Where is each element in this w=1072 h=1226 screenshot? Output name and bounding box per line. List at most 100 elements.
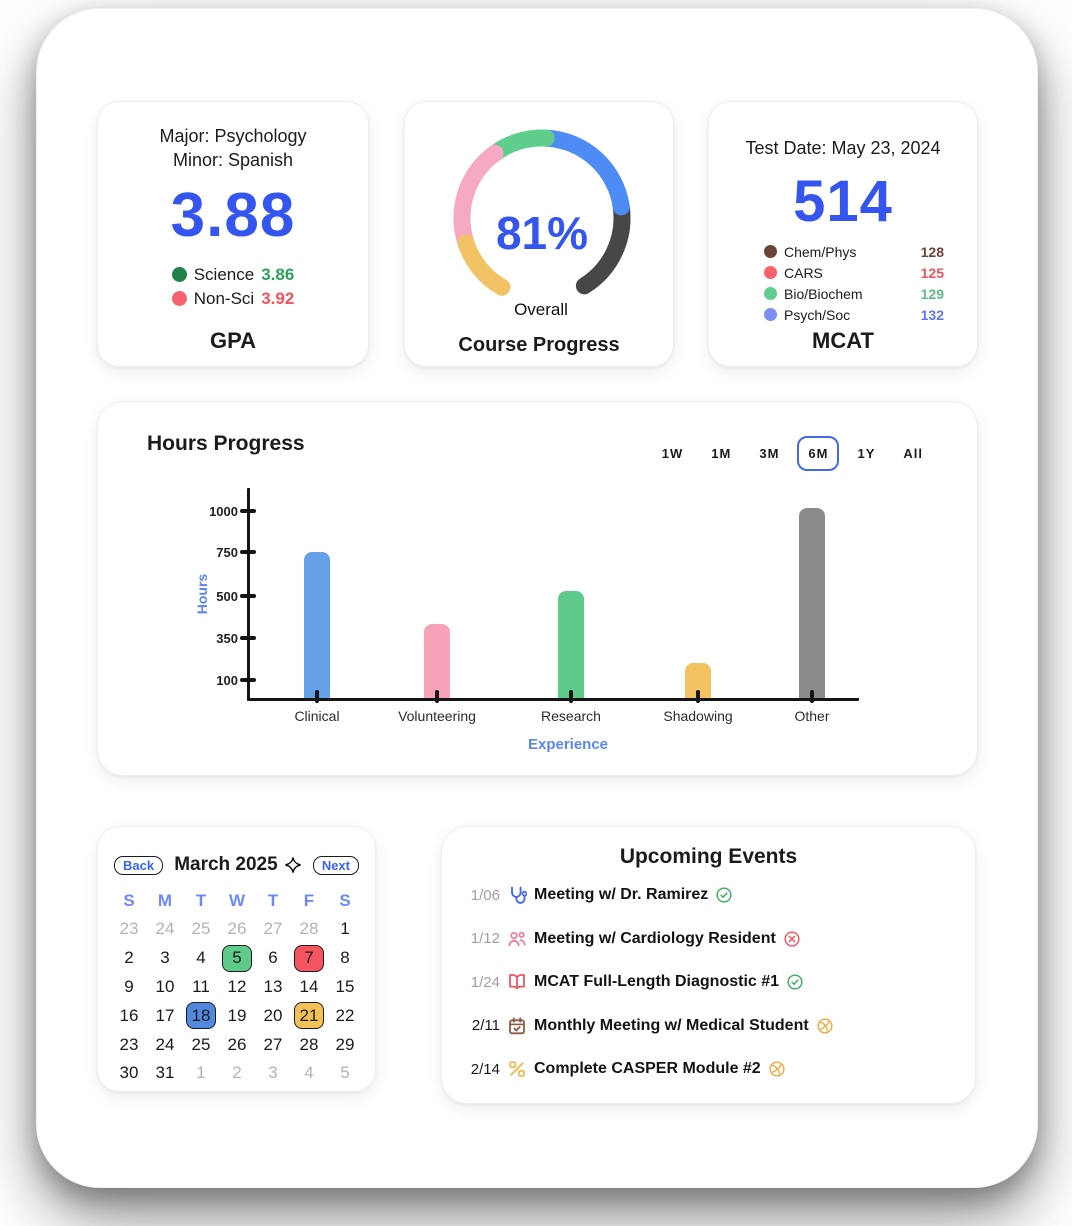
gpa-legend-label: Non-Sci (193, 288, 255, 308)
y-axis-tick (240, 549, 256, 554)
calendar-day-2[interactable]: 2 (124, 948, 134, 968)
calendar-day-header: T (195, 891, 207, 910)
gpa-major: Major: Psychology (159, 126, 307, 146)
filter-1w[interactable]: 1W (661, 446, 684, 461)
mcat-section-list: Chem/Phys 128 CARS 125 Bio/Biochem 129 Psych/S… (764, 241, 944, 325)
gpa-legend-row: Non-Sci 3.92 (171, 288, 295, 309)
calendar-day-3[interactable]: 3 (268, 1063, 278, 1083)
calendar-day-6[interactable]: 6 (268, 948, 278, 968)
event-row[interactable]: 1/12 Meeting w/ Cardiology Resident (464, 927, 957, 951)
calendar-day-18[interactable]: 18 (183, 1001, 219, 1030)
filter-1m[interactable]: 1M (711, 446, 732, 461)
calendar-day-13[interactable]: 13 (263, 976, 283, 996)
calendar-day-30[interactable]: 30 (119, 1063, 139, 1083)
gpa-legend-value: 3.92 (261, 288, 295, 308)
calendar-back-button[interactable]: Back (114, 855, 164, 875)
calendar-day-27[interactable]: 27 (263, 919, 283, 939)
calendar-day-15[interactable]: 15 (335, 976, 355, 996)
bar-volunteering (424, 624, 450, 698)
x-axis-tick (696, 690, 700, 703)
calendar-day-8[interactable]: 8 (340, 948, 350, 968)
bar-research (558, 590, 584, 698)
calendar-day-24[interactable]: 24 (155, 919, 175, 939)
event-date: 2/14 (470, 1060, 500, 1078)
progress-gauge: 81% (442, 118, 642, 318)
legend-dot-icon (764, 287, 777, 300)
calendar-day-5[interactable]: 5 (340, 1063, 350, 1083)
calendar-day-7[interactable]: 7 (291, 944, 327, 973)
calendar-highlight-blue: 18 (186, 1002, 216, 1030)
calendar-day-27[interactable]: 27 (263, 1034, 283, 1054)
gpa-card: Major: Psychology Minor: Spanish 3.88 Sc… (97, 101, 369, 367)
bar-clinical (304, 552, 330, 698)
event-row[interactable]: 2/14 Complete CASPER Module #2 (464, 1057, 957, 1081)
calendar-day-4[interactable]: 4 (196, 948, 206, 968)
y-axis-tick-label: 1000 (209, 504, 238, 519)
calendar-day-22[interactable]: 22 (335, 1005, 355, 1025)
calendar-day-header: S (339, 891, 351, 910)
legend-dot-icon (764, 266, 777, 279)
course-progress-title: Course Progress (458, 334, 620, 356)
hours-bar-chart: 100 350 500 750 1000 Clinical Volunteering Rese… (209, 488, 859, 724)
calendar-day-9[interactable]: 9 (124, 976, 134, 996)
event-title: MCAT Full-Length Diagnostic #1 (534, 973, 780, 990)
calendar-day-25[interactable]: 25 (191, 1034, 211, 1054)
calendar-day-28[interactable]: 28 (299, 919, 319, 939)
calendar-day-20[interactable]: 20 (263, 1005, 283, 1025)
calendar-day-26[interactable]: 26 (227, 1034, 247, 1054)
event-row[interactable]: 2/11 Monthly Meeting w/ Medical Student (464, 1014, 957, 1038)
calendar-day-header: T (267, 891, 279, 910)
calendar-day-23[interactable]: 23 (119, 919, 139, 939)
segment-yellow (457, 234, 511, 296)
calendar-day-header: F (303, 891, 315, 910)
calendar-grid: 23 24 25 26 27 28 1 2 3 4 5 6 7 8 9 10 11 12 13 14 15 16 17 18 1… (111, 915, 363, 1088)
event-date: 1/24 (470, 973, 500, 991)
y-axis-tick-label: 350 (216, 631, 238, 646)
calendar-next-button[interactable]: Next (312, 855, 359, 875)
x-axis-tick (569, 690, 573, 703)
x-axis-tick (810, 690, 814, 703)
status-pending-icon (769, 1061, 785, 1077)
gpa-legend-label: Science (193, 264, 255, 284)
y-axis-tick-label: 500 (216, 589, 238, 604)
category-label-shadowing: Shadowing (663, 708, 733, 724)
calendar-day-23[interactable]: 23 (119, 1034, 139, 1054)
calendar-day-21[interactable]: 21 (291, 1001, 327, 1030)
calendar-day-11[interactable]: 11 (192, 976, 210, 996)
y-axis-tick (240, 593, 256, 598)
event-row[interactable]: 1/24 MCAT Full-Length Diagnostic #1 (464, 970, 957, 994)
x-axis-tick (315, 690, 319, 703)
course-progress-card: 81% Overall Course Progress (404, 101, 674, 367)
calendar-day-5[interactable]: 5 (219, 944, 255, 973)
calendar-day-3[interactable]: 3 (160, 948, 170, 968)
filter-6m[interactable]: 6M (797, 436, 840, 471)
calendar-day-29[interactable]: 29 (335, 1034, 355, 1054)
calendar-highlight-red: 7 (294, 944, 324, 972)
calendar-day-24[interactable]: 24 (155, 1034, 175, 1054)
calendar-day-25[interactable]: 25 (191, 919, 211, 939)
filter-3m[interactable]: 3M (759, 446, 780, 461)
people-icon (508, 931, 526, 946)
mcat-section-score: 125 (920, 264, 944, 281)
mcat-section-label: Psych/Soc (784, 306, 851, 323)
calendar-day-1[interactable]: 1 (340, 919, 350, 939)
calendar-day-12[interactable]: 12 (227, 976, 247, 996)
calendar-day-10[interactable]: 10 (155, 976, 175, 996)
calendar-day-4[interactable]: 4 (304, 1063, 314, 1083)
event-title: Complete CASPER Module #2 (534, 1060, 761, 1077)
calendar-day-1[interactable]: 1 (196, 1063, 206, 1083)
calendar-day-26[interactable]: 26 (227, 919, 247, 939)
calendar-day-17[interactable]: 17 (155, 1005, 175, 1025)
filter-all[interactable]: All (903, 446, 923, 461)
time-range-filters: 1W 1M 3M 6M 1Y All (652, 436, 933, 471)
calendar-day-16[interactable]: 16 (119, 1005, 139, 1025)
calendar-day-31[interactable]: 31 (155, 1063, 175, 1083)
mcat-section-row: Bio/Biochem 129 (764, 283, 944, 304)
x-axis-label: Experience (527, 736, 609, 753)
filter-1y[interactable]: 1Y (857, 446, 876, 461)
calendar-day-28[interactable]: 28 (299, 1034, 319, 1054)
calendar-day-19[interactable]: 19 (227, 1005, 247, 1025)
event-row[interactable]: 1/06 Meeting w/ Dr. Ramirez (464, 883, 957, 907)
calendar-day-2[interactable]: 2 (232, 1063, 242, 1083)
calendar-day-14[interactable]: 14 (299, 976, 319, 996)
